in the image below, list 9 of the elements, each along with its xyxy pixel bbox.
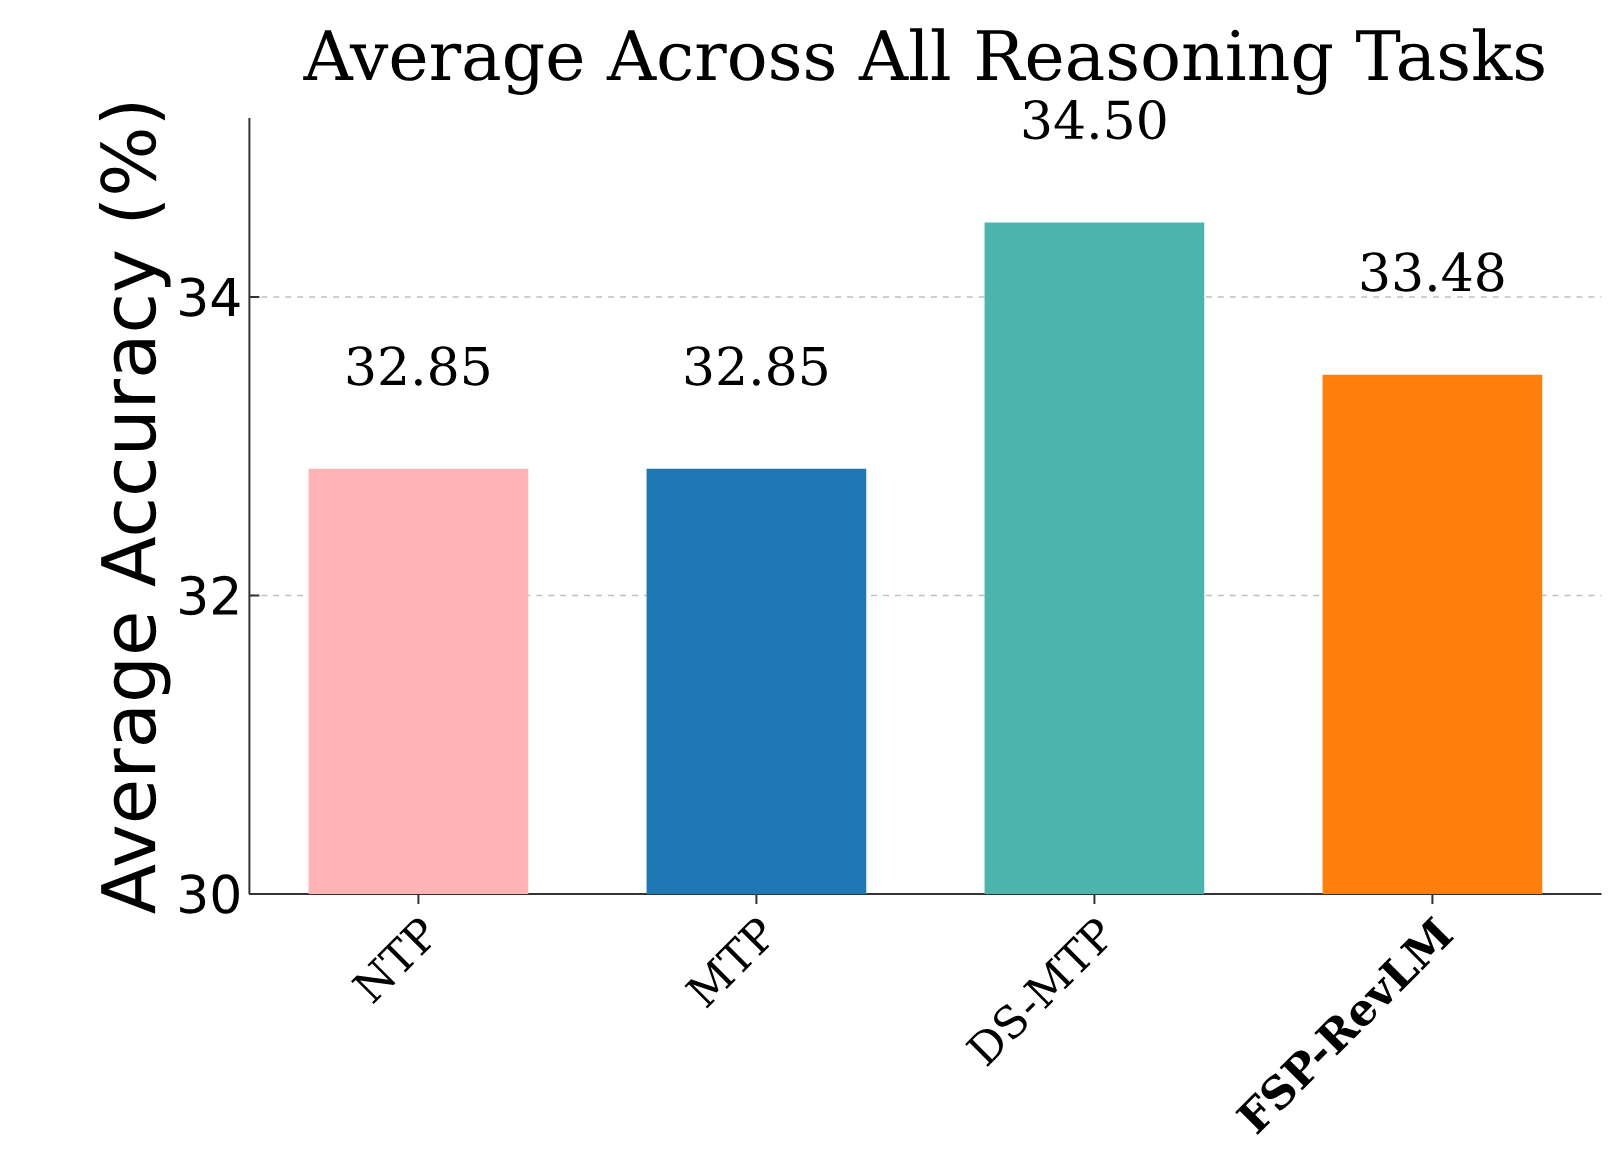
y-tick-label: 30 xyxy=(180,874,239,914)
chart-title: Average Across All Reasoning Tasks xyxy=(303,28,1544,95)
data-label: 33.48 xyxy=(1361,252,1504,292)
y-axis-title: Average Accuracy (%) xyxy=(98,103,171,914)
data-label: 32.85 xyxy=(347,346,489,386)
y-tick-label: 32 xyxy=(180,575,238,616)
data-label: 34.50 xyxy=(1023,100,1166,140)
y-tick-label: 34 xyxy=(180,277,240,317)
data-label: 32.85 xyxy=(685,346,827,386)
